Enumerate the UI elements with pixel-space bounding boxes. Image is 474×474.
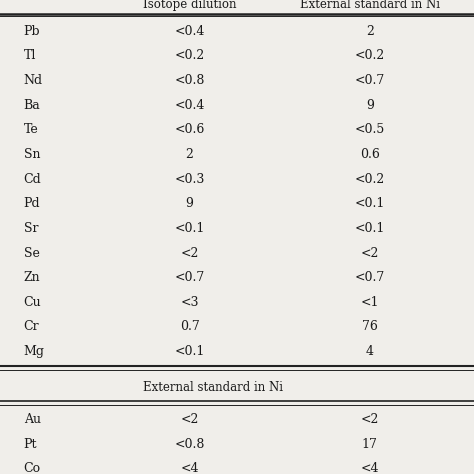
Text: <0.3: <0.3 <box>174 173 205 186</box>
Text: <4: <4 <box>360 462 379 474</box>
Text: Cu: Cu <box>24 296 41 309</box>
Text: <2: <2 <box>361 413 379 426</box>
Text: <0.4: <0.4 <box>174 99 205 112</box>
Text: Cr: Cr <box>24 320 39 334</box>
Text: <0.2: <0.2 <box>174 49 205 63</box>
Text: Se: Se <box>24 246 39 260</box>
Text: 2: 2 <box>366 25 374 38</box>
Text: Nd: Nd <box>24 74 43 87</box>
Text: <2: <2 <box>181 413 199 426</box>
Text: Pd: Pd <box>24 197 40 210</box>
Text: Sr: Sr <box>24 222 38 235</box>
Text: <0.2: <0.2 <box>355 173 385 186</box>
Text: Mg: Mg <box>24 345 45 358</box>
Text: Co: Co <box>24 462 41 474</box>
Text: <0.1: <0.1 <box>174 345 205 358</box>
Text: 2: 2 <box>186 148 193 161</box>
Text: <0.7: <0.7 <box>174 271 205 284</box>
Text: 0.7: 0.7 <box>180 320 200 334</box>
Text: <0.1: <0.1 <box>355 222 385 235</box>
Text: 9: 9 <box>186 197 193 210</box>
Text: <0.5: <0.5 <box>355 123 385 137</box>
Text: <0.2: <0.2 <box>355 49 385 63</box>
Text: <0.8: <0.8 <box>174 438 205 451</box>
Text: Isotope dilution: Isotope dilution <box>143 0 237 10</box>
Text: <2: <2 <box>181 246 199 260</box>
Text: Au: Au <box>24 413 41 426</box>
Text: <4: <4 <box>180 462 199 474</box>
Text: <0.6: <0.6 <box>174 123 205 137</box>
Text: <2: <2 <box>361 246 379 260</box>
Text: <0.1: <0.1 <box>174 222 205 235</box>
Text: <0.7: <0.7 <box>355 74 385 87</box>
Text: <0.4: <0.4 <box>174 25 205 38</box>
Text: External standard in Ni: External standard in Ni <box>143 382 283 394</box>
Text: Pb: Pb <box>24 25 40 38</box>
Text: <3: <3 <box>180 296 199 309</box>
Text: <0.7: <0.7 <box>355 271 385 284</box>
Text: Te: Te <box>24 123 38 137</box>
Text: 9: 9 <box>366 99 374 112</box>
Text: <1: <1 <box>360 296 379 309</box>
Text: <0.8: <0.8 <box>174 74 205 87</box>
Text: Sn: Sn <box>24 148 40 161</box>
Text: Tl: Tl <box>24 49 36 63</box>
Text: Zn: Zn <box>24 271 40 284</box>
Text: 4: 4 <box>366 345 374 358</box>
Text: Ba: Ba <box>24 99 40 112</box>
Text: Pt: Pt <box>24 438 37 451</box>
Text: 17: 17 <box>362 438 378 451</box>
Text: <0.1: <0.1 <box>355 197 385 210</box>
Text: External standard in Ni: External standard in Ni <box>300 0 440 10</box>
Text: 76: 76 <box>362 320 378 334</box>
Text: Cd: Cd <box>24 173 41 186</box>
Text: 0.6: 0.6 <box>360 148 380 161</box>
